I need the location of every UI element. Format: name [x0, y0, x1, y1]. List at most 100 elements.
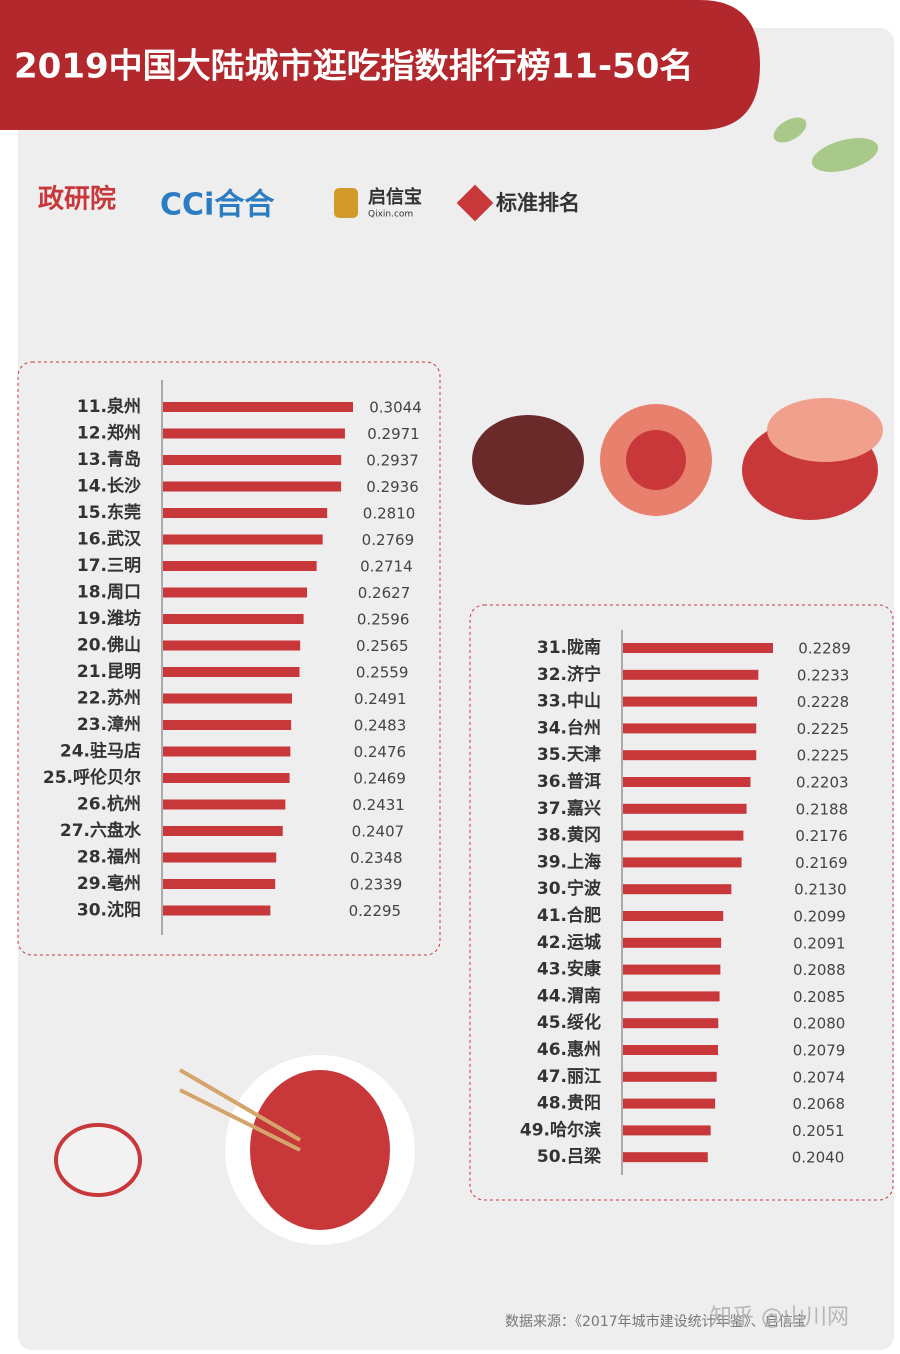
category-label: 37.嘉兴	[537, 798, 601, 819]
category-label: 43.安康	[537, 959, 602, 980]
bar	[163, 614, 304, 624]
value-label: 0.2085	[793, 988, 846, 1006]
logo: Qixin.com	[368, 210, 413, 220]
logo: 启信宝	[368, 186, 422, 208]
leaf	[811, 138, 879, 172]
category-label: 12.郑州	[77, 423, 141, 444]
bar	[623, 937, 722, 948]
bar	[163, 455, 342, 465]
value-label: 0.2559	[356, 664, 409, 682]
category-label: 16.武汉	[77, 529, 142, 550]
value-label: 0.2225	[797, 720, 850, 738]
bar	[623, 669, 759, 680]
value-label: 0.2483	[354, 717, 407, 735]
category-label: 25.呼伦贝尔	[43, 767, 141, 788]
category-label: 17.三明	[77, 556, 141, 576]
bar	[163, 799, 286, 810]
bar	[163, 534, 323, 545]
category-label: 29.亳州	[77, 873, 141, 894]
category-label: 26.杭州	[77, 794, 141, 815]
rice-bowl	[54, 1123, 142, 1197]
bar	[163, 905, 271, 916]
bar	[623, 1098, 716, 1109]
bar	[623, 723, 757, 734]
bar	[163, 852, 277, 863]
bar	[163, 561, 317, 571]
bar	[163, 879, 276, 889]
value-label: 0.2169	[795, 854, 848, 872]
food-plate	[472, 415, 584, 505]
category-label: 13.青岛	[77, 449, 141, 470]
bar	[163, 667, 300, 677]
bar	[623, 991, 720, 1002]
value-label: 0.2074	[793, 1068, 846, 1086]
value-label: 0.2068	[793, 1095, 846, 1113]
value-label: 0.2491	[354, 690, 407, 708]
roast-chicken	[250, 1070, 390, 1230]
category-label: 18.周口	[77, 583, 141, 603]
value-label: 0.2188	[796, 800, 849, 818]
value-label: 0.2937	[366, 452, 419, 470]
bar	[623, 884, 732, 895]
category-label: 32.济宁	[537, 664, 601, 685]
value-label: 0.2051	[792, 1122, 845, 1140]
chart-frame	[17, 361, 441, 956]
category-label: 14.长沙	[77, 476, 141, 497]
value-label: 0.2476	[354, 743, 407, 761]
category-label: 15.东莞	[77, 502, 141, 523]
value-label: 0.2079	[793, 1042, 846, 1060]
value-label: 0.2091	[793, 934, 846, 952]
logo: 标准排名	[496, 191, 580, 215]
background-panel	[18, 28, 894, 1350]
category-label: 47.丽江	[537, 1067, 601, 1087]
category-label: 19.潍坊	[77, 608, 141, 629]
chopstick	[178, 1068, 302, 1142]
category-label: 30.宁波	[537, 878, 602, 899]
category-label: 38.黄冈	[537, 825, 601, 846]
bar	[163, 693, 293, 704]
bar	[163, 428, 345, 439]
category-label: 39.上海	[537, 851, 601, 872]
category-label: 23.漳州	[77, 714, 141, 735]
bar	[163, 481, 342, 492]
bar	[163, 720, 292, 730]
category-label: 21.昆明	[77, 662, 141, 682]
value-label: 0.2130	[794, 881, 847, 899]
value-label: 0.2769	[362, 531, 415, 549]
chart-frame	[469, 604, 894, 1201]
category-label: 27.六盘水	[60, 820, 142, 841]
value-label: 0.2348	[350, 849, 403, 867]
value-label: 0.2225	[797, 747, 850, 765]
value-label: 0.3044	[369, 399, 422, 417]
title: 2019中国大陆城市逛吃指数排行榜11-50名	[14, 47, 693, 87]
category-label: 33.中山	[537, 691, 601, 712]
category-label: 34.台州	[537, 717, 601, 738]
logo: CCi合合	[160, 188, 274, 223]
category-label: 36.普洱	[537, 771, 601, 792]
bar	[623, 830, 744, 841]
bar	[623, 1152, 708, 1163]
bar	[163, 402, 353, 412]
category-label: 41.合肥	[537, 905, 601, 926]
value-label: 0.2431	[352, 796, 405, 814]
value-label: 0.2565	[356, 637, 409, 655]
title-banner	[0, 0, 760, 130]
category-label: 45.绥化	[537, 1012, 601, 1033]
footer-source: 数据来源：《2017年城市建设统计年鉴》、启信宝	[505, 1313, 807, 1330]
value-label: 0.2936	[366, 478, 419, 496]
value-label: 0.2469	[353, 770, 406, 788]
crab	[626, 430, 686, 490]
bar	[623, 1045, 718, 1055]
value-label: 0.2596	[357, 611, 410, 629]
value-label: 0.2088	[793, 961, 846, 979]
chopstick	[179, 1088, 301, 1152]
bar	[623, 777, 751, 787]
leaf	[773, 117, 807, 143]
category-label: 44.渭南	[537, 985, 601, 1006]
bar	[163, 826, 283, 836]
value-label: 0.2714	[360, 558, 413, 576]
bar	[623, 1125, 711, 1136]
value-label: 0.2627	[358, 584, 411, 602]
